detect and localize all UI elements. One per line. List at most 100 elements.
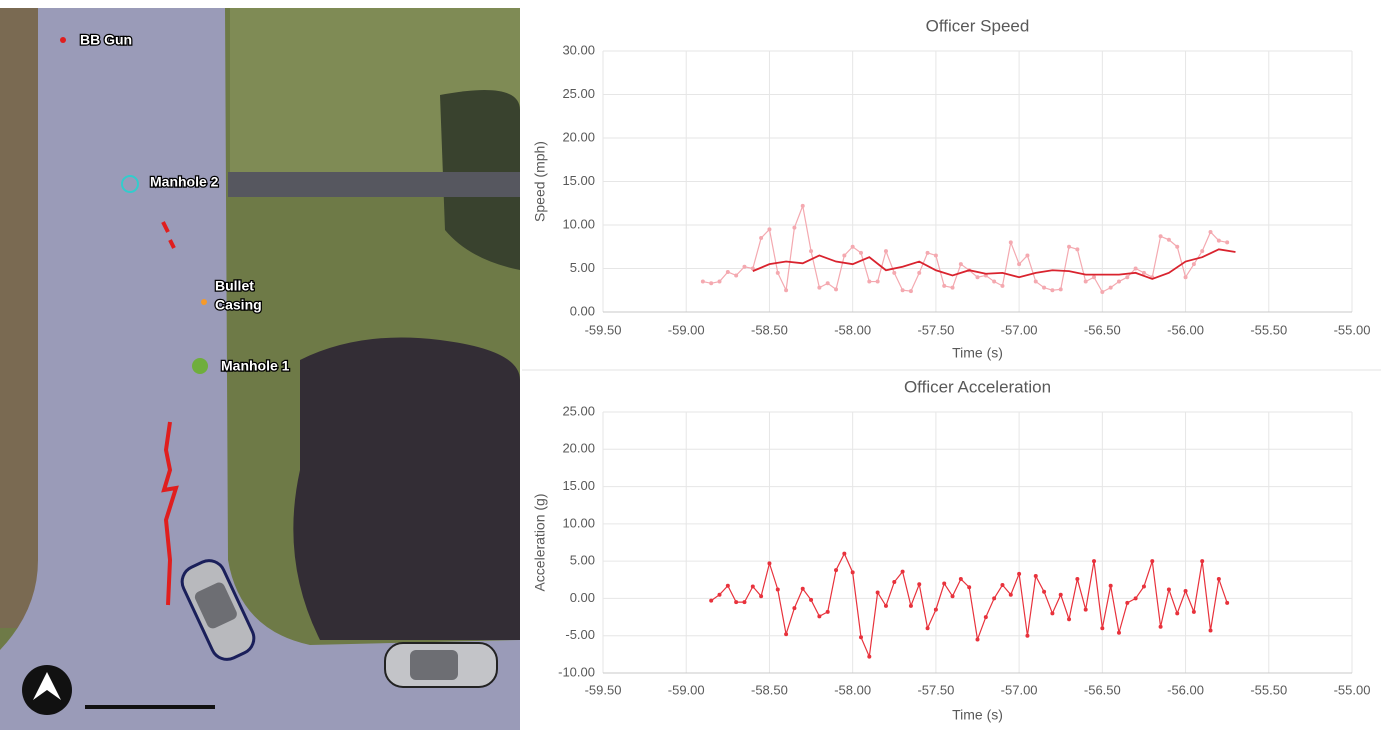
data-point: [826, 281, 830, 285]
data-point: [817, 614, 821, 618]
page: {"image": {"labels": ["BB Gun", "Manhole…: [0, 0, 1381, 730]
data-point: [984, 615, 988, 619]
x-tick-label: -56.50: [1084, 322, 1121, 337]
data-point: [784, 288, 788, 292]
series-line: [703, 206, 1227, 292]
data-point: [926, 251, 930, 255]
label: Manhole 1: [221, 358, 290, 374]
data-point: [1017, 572, 1021, 576]
data-point: [926, 626, 930, 630]
data-point: [1067, 245, 1071, 249]
tree-shadow: [293, 338, 520, 641]
data-point: [876, 590, 880, 594]
x-tick-label: -55.50: [1250, 322, 1287, 337]
data-point: [1075, 577, 1079, 581]
data-point: [901, 288, 905, 292]
data-point: [709, 281, 713, 285]
x-tick-label: -56.50: [1084, 682, 1121, 697]
x-tick-label: -57.50: [917, 322, 954, 337]
y-tick-label: 10.00: [562, 515, 595, 530]
chart-title: Officer Speed: [926, 16, 1030, 35]
data-point: [709, 599, 713, 603]
data-point: [817, 286, 821, 290]
chart-title: Officer Acceleration: [904, 377, 1051, 396]
label: Manhole 2: [150, 174, 219, 190]
aerial-image: BB Gun Manhole 2 Bullet Casing Manhole 1: [0, 8, 520, 730]
label: Casing: [215, 297, 262, 313]
x-tick-label: -59.50: [585, 682, 622, 697]
y-tick-label: 25.00: [562, 403, 595, 418]
data-point: [1092, 559, 1096, 563]
data-point: [942, 582, 946, 586]
data-point: [901, 570, 905, 574]
y-tick-label: 25.00: [562, 86, 595, 101]
data-point: [718, 593, 722, 597]
data-point: [1059, 593, 1063, 597]
data-point: [967, 585, 971, 589]
data-point: [734, 600, 738, 604]
data-point: [867, 655, 871, 659]
data-point: [1217, 239, 1221, 243]
data-point: [1225, 601, 1229, 605]
data-point: [1100, 626, 1104, 630]
data-point: [842, 253, 846, 257]
data-point: [1134, 596, 1138, 600]
data-point: [767, 227, 771, 231]
data-point: [801, 587, 805, 591]
label: Bullet: [215, 278, 254, 294]
y-tick-label: 15.00: [562, 173, 595, 188]
data-point: [1009, 593, 1013, 597]
x-tick-label: -58.50: [751, 322, 788, 337]
data-point: [759, 594, 763, 598]
data-point: [1209, 230, 1213, 234]
x-tick-label: -55.00: [1334, 322, 1371, 337]
data-point: [1034, 280, 1038, 284]
y-tick-label: 0.00: [570, 590, 595, 605]
x-tick-label: -55.50: [1250, 682, 1287, 697]
data-point: [834, 287, 838, 291]
data-point: [942, 284, 946, 288]
x-axis-title: Time (s): [952, 707, 1003, 723]
y-tick-label: 30.00: [562, 42, 595, 57]
data-point: [892, 271, 896, 275]
data-point: [867, 280, 871, 284]
y-tick-label: 10.00: [562, 216, 595, 231]
data-point: [1159, 625, 1163, 629]
data-point: [1050, 288, 1054, 292]
data-point: [759, 236, 763, 240]
data-point: [1125, 601, 1129, 605]
data-point: [876, 280, 880, 284]
data-point: [1059, 287, 1063, 291]
data-point: [1192, 262, 1196, 266]
figure: BB Gun Manhole 2 Bullet Casing Manhole 1…: [0, 0, 1381, 730]
data-point: [1042, 286, 1046, 290]
y-axis-title: Acceleration (g): [532, 493, 548, 591]
data-point: [992, 596, 996, 600]
data-point: [934, 608, 938, 612]
x-tick-label: -58.00: [834, 322, 871, 337]
data-point: [784, 632, 788, 636]
data-point: [1109, 584, 1113, 588]
y-tick-label: 15.00: [562, 478, 595, 493]
data-point: [851, 245, 855, 249]
verge: [0, 8, 40, 628]
data-point: [701, 280, 705, 284]
data-point: [742, 265, 746, 269]
data-point: [959, 262, 963, 266]
data-point: [792, 606, 796, 610]
data-point: [726, 270, 730, 274]
data-point: [1009, 240, 1013, 244]
data-point: [767, 561, 771, 565]
data-point: [884, 604, 888, 608]
data-point: [1042, 590, 1046, 594]
data-point: [892, 580, 896, 584]
data-point: [1217, 577, 1221, 581]
data-point: [726, 584, 730, 588]
data-point: [809, 249, 813, 253]
data-point: [1084, 608, 1088, 612]
y-tick-label: 20.00: [562, 129, 595, 144]
data-point: [1017, 262, 1021, 266]
data-point: [792, 226, 796, 230]
x-tick-label: -59.00: [668, 322, 705, 337]
data-point: [842, 552, 846, 556]
